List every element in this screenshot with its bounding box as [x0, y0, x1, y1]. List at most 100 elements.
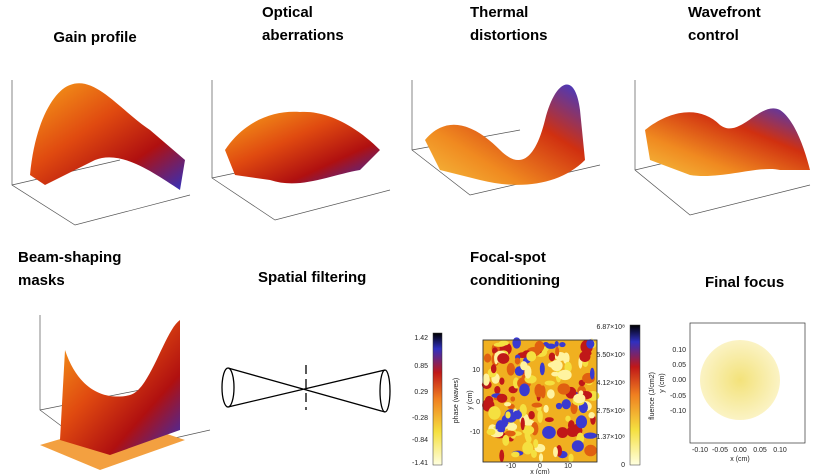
panel-title: masks: [18, 272, 65, 289]
texture-blob: [534, 340, 545, 352]
texture-blob: [486, 428, 496, 436]
texture-blob: [553, 446, 558, 458]
texture-blob: [497, 353, 510, 364]
panel-title: control: [688, 27, 739, 44]
colorbar-label: phase (waves): [453, 378, 460, 424]
thermal-distortions-plot: [411, 80, 601, 196]
panel-title: Beam-shaping: [18, 249, 121, 266]
colorbar-tick-label: 0.29: [414, 389, 428, 396]
colorbar-tick-label: -0.84: [412, 437, 428, 444]
colorbar-tick-label: 1.37×10⁸: [597, 434, 625, 441]
texture-blob: [555, 402, 563, 410]
panel-title: Focal-spot: [470, 249, 546, 266]
texture-blob: [520, 417, 525, 431]
colorbar-tick-label: 5.50×10⁸: [597, 352, 625, 359]
panel-title: Wavefront: [688, 4, 761, 21]
texture-blob: [531, 449, 537, 458]
gain-profile-plot: [11, 80, 191, 226]
texture-blob: [546, 389, 555, 399]
texture-blob: [548, 352, 556, 362]
texture-blob: [512, 377, 520, 389]
texture-blob: [566, 426, 579, 438]
texture-blob: [484, 395, 494, 406]
x-axis-label: x (cm): [530, 469, 549, 474]
texture-blob: [496, 393, 508, 403]
panel-title: Spatial filtering: [258, 269, 366, 286]
texture-blob: [488, 406, 501, 420]
texture-blob: [494, 386, 501, 394]
texture-blob: [537, 409, 543, 423]
texture-blob: [512, 337, 521, 349]
texture-blob: [510, 396, 516, 402]
texture-blob: [561, 399, 571, 410]
y-tick-label: -0.05: [670, 393, 686, 400]
texture-blob: [573, 393, 586, 404]
texture-blob: [504, 430, 516, 437]
texture-blob: [534, 383, 544, 398]
texture-blob: [483, 353, 492, 363]
x-tick-label: 10: [564, 463, 572, 470]
texture-blob: [506, 422, 518, 431]
panel-title: Thermal: [470, 4, 528, 21]
x-tick-label: 0: [538, 463, 542, 470]
x-tick-label: -0.10: [692, 447, 708, 454]
x-tick-label: -0.05: [712, 447, 728, 454]
texture-blob: [533, 438, 539, 448]
panel-title: Final focus: [705, 274, 784, 291]
y-tick-label: -0.10: [670, 408, 686, 415]
texture-blob: [583, 432, 597, 439]
colorbar-tick-label: 4.12×10⁸: [597, 380, 625, 387]
texture-blob: [559, 341, 566, 348]
spatial-filter-diagram: [221, 365, 391, 413]
colorbar-tick-label: 1.42: [414, 335, 428, 342]
panel-title: aberrations: [262, 27, 344, 44]
texture-blob: [501, 415, 509, 428]
final-focus-plot: [629, 322, 806, 466]
panel-title: conditioning: [470, 272, 560, 289]
texture-blob: [519, 383, 530, 397]
texture-blob: [586, 339, 595, 349]
frame: [482, 339, 598, 463]
panel-title: Gain profile: [53, 29, 136, 46]
texture-blob: [506, 362, 515, 376]
y-tick-label: -10: [470, 429, 480, 436]
texture-blob: [544, 417, 554, 423]
texture-blob: [531, 402, 543, 408]
texture-blob: [571, 440, 584, 452]
texture-blob: [539, 362, 545, 376]
y-axis-label: y (cm): [467, 390, 474, 409]
focal-spot-plot: [432, 332, 600, 466]
texture-blob: [504, 402, 512, 407]
y-tick-label: 0.10: [672, 347, 686, 354]
texture-blob: [514, 357, 521, 365]
y-tick-label: 0: [476, 399, 480, 406]
colorbar-tick-label: 6.87×10⁸: [597, 324, 625, 331]
texture-blob: [556, 427, 569, 439]
y-axis-label: y (cm): [659, 373, 666, 392]
colorbar-tick-label: 2.75×10⁸: [597, 408, 625, 415]
x-tick-label: -10: [506, 463, 516, 470]
texture-blob: [511, 451, 520, 458]
texture-blob: [505, 411, 511, 419]
colorbar-tick-label: -1.41: [412, 460, 428, 467]
y-tick-label: 10: [472, 367, 480, 374]
panel-title: Optical: [262, 4, 313, 21]
texture-blob: [557, 370, 572, 380]
texture-blob: [499, 377, 505, 385]
texture-blob: [557, 383, 571, 395]
texture-blob: [551, 371, 559, 377]
texture-blob: [499, 449, 505, 462]
texture-blob: [522, 441, 534, 455]
y-tick-label: 0.05: [672, 362, 686, 369]
colorbar-tick-label: 0: [621, 462, 625, 469]
texture-blob: [588, 412, 595, 419]
texture-blob: [568, 453, 574, 463]
texture-blob: [502, 434, 510, 446]
texture-blob: [547, 361, 562, 369]
optical-aberrations-plot: [211, 80, 391, 221]
texture-blob: [526, 351, 537, 362]
texture-blob: [579, 351, 591, 362]
y-tick-label: 0.00: [672, 377, 686, 384]
texture-blob: [524, 428, 531, 441]
